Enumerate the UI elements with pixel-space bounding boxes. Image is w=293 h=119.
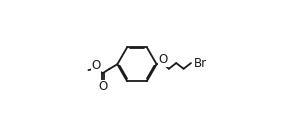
Text: Br: Br <box>194 57 207 70</box>
Text: O: O <box>98 80 108 93</box>
Text: O: O <box>91 59 100 72</box>
Text: O: O <box>159 53 168 66</box>
